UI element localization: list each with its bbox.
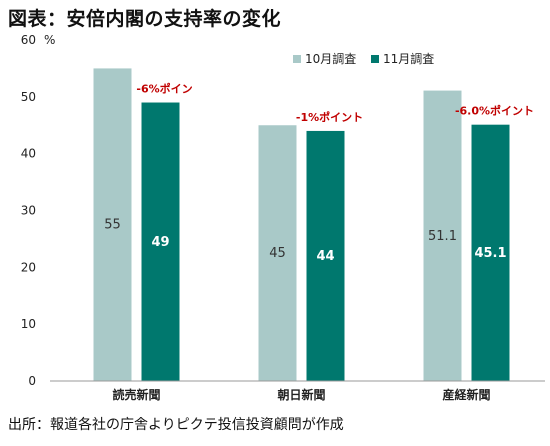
y-axis-unit: %: [44, 33, 55, 47]
bar-value-label: 45.1: [474, 246, 506, 261]
x-category-label: 読売新聞: [112, 387, 160, 402]
y-tick-label: 50: [21, 90, 36, 104]
bar-oct-1: [258, 125, 297, 381]
x-category-label: 産経新聞: [442, 387, 490, 402]
bar-group: [93, 68, 510, 382]
bar-value-label: 45: [269, 246, 286, 261]
y-axis: 0 10 20 30 40 50 60%: [21, 33, 56, 388]
change-annotation: -6.0%ポイント: [455, 104, 534, 118]
bar-oct-2: [423, 90, 462, 381]
y-tick-label: 10: [21, 317, 36, 331]
bar-nov-2: [471, 124, 510, 381]
bar-value-label: 44: [316, 249, 334, 264]
legend: 10月調査 11月調査: [293, 52, 434, 66]
legend-swatch: [371, 55, 379, 63]
change-annotation: -1%ポイント: [296, 110, 363, 124]
y-tick-label: 60: [21, 33, 36, 47]
bar-value-label: 55: [104, 218, 121, 233]
legend-label: 10月調査: [305, 52, 356, 66]
bar-value-label: 49: [151, 235, 169, 250]
bar-nov-0: [141, 102, 180, 382]
bar-nov-1: [306, 130, 345, 381]
legend-label: 11月調査: [383, 52, 434, 66]
x-axis-categories: 読売新聞 朝日新聞 産経新聞: [112, 387, 490, 402]
x-category-label: 朝日新聞: [277, 387, 325, 402]
chart-title: 図表：安倍内閣の支持率の変化: [8, 8, 282, 30]
y-tick-label: 30: [21, 204, 36, 218]
data-labels: 55 49 45 44 51.1 45.1: [104, 218, 506, 264]
change-annotation: -6%ポイン: [136, 82, 192, 96]
bar-oct-0: [93, 68, 132, 382]
change-annotations: -6%ポイン -1%ポイント -6.0%ポイント: [136, 82, 534, 124]
bar-value-label: 51.1: [428, 229, 457, 244]
y-tick-label: 40: [21, 147, 36, 161]
source-note: 出所：報道各社の庁舎よりピクテ投信投資顧問が作成: [8, 417, 344, 433]
y-tick-label: 0: [28, 374, 36, 388]
legend-swatch: [293, 55, 301, 63]
y-tick-label: 20: [21, 260, 36, 274]
